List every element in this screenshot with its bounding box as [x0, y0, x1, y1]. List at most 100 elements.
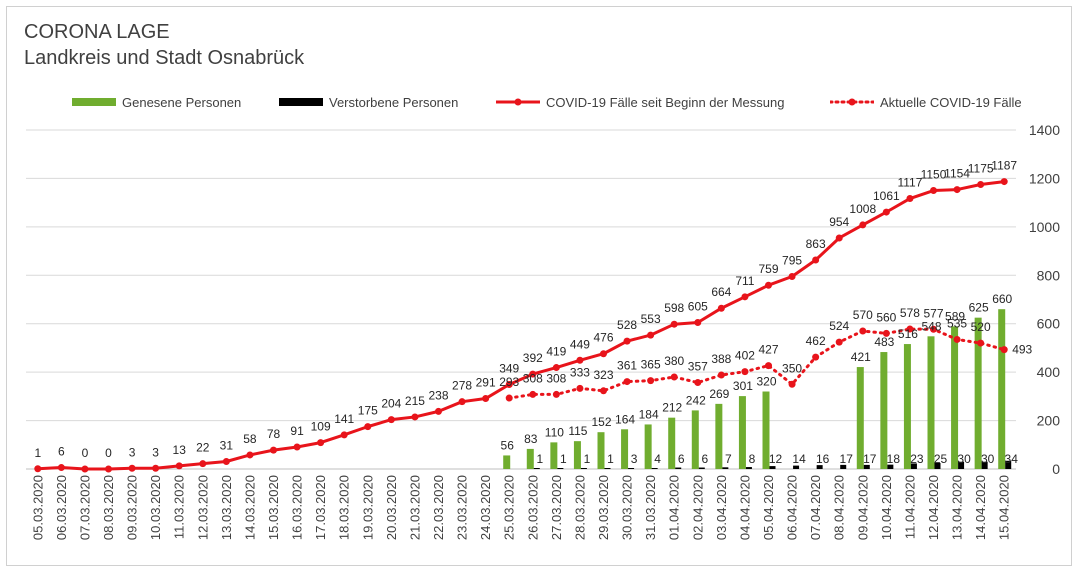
point-current: [953, 335, 961, 343]
legend-label-current: Aktuelle COVID-19 Fälle: [880, 94, 1022, 110]
data-label-cumulative: 1061: [873, 189, 900, 203]
data-label-deceased: 17: [840, 452, 854, 466]
data-label-cumulative: 58: [243, 432, 257, 446]
data-label-cumulative: 22: [196, 441, 210, 455]
point-current: [600, 387, 607, 395]
point-current: [906, 325, 914, 333]
data-label-current: 560: [876, 310, 896, 324]
data-label-recovered: 589: [945, 309, 965, 323]
data-label-deceased: 23: [910, 452, 924, 466]
bar-deceased: [604, 468, 611, 469]
data-label-recovered: 184: [639, 407, 659, 421]
data-label-recovered: 152: [591, 415, 611, 429]
series-line-cumulative: [37, 180, 1005, 471]
data-label-cumulative: 6: [58, 445, 65, 459]
data-label-deceased: 6: [678, 452, 685, 466]
x-tick-label: 01.04.2020: [667, 475, 682, 540]
x-tick-label: 11.04.2020: [902, 475, 917, 539]
bar-recovered: [573, 441, 581, 469]
bar-recovered: [974, 317, 982, 469]
x-tick-label: 05.03.2020: [30, 475, 45, 540]
point-current: [529, 390, 537, 398]
point-cumulative: [600, 350, 607, 358]
x-tick-label: 13.04.2020: [950, 475, 965, 540]
data-label-current: 493: [1012, 343, 1032, 357]
bar-recovered: [927, 336, 935, 469]
data-label-deceased: 30: [981, 452, 995, 466]
data-label-cumulative: 3: [152, 445, 159, 459]
data-label-cumulative: 109: [311, 420, 331, 434]
data-label-cumulative: 1: [34, 446, 41, 460]
x-tick-label: 07.03.2020: [77, 475, 92, 540]
y-tick-label: 600: [1037, 316, 1061, 332]
data-label-deceased: 25: [934, 452, 948, 466]
bar-recovered: [880, 352, 888, 469]
x-tick-label: 10.04.2020: [879, 475, 894, 540]
y-tick-label: 800: [1037, 267, 1061, 283]
data-label-recovered: 548: [921, 319, 941, 333]
data-label-recovered: 516: [898, 327, 918, 341]
x-tick-label: 21.03.2020: [407, 475, 422, 540]
x-tick-label: 14.03.2020: [242, 475, 257, 540]
bar-recovered: [550, 442, 558, 469]
point-current: [670, 373, 678, 381]
data-label-cumulative: 419: [546, 345, 566, 359]
bar-deceased: [745, 467, 752, 469]
data-label-cumulative: 13: [173, 443, 187, 457]
data-label-cumulative: 863: [806, 237, 826, 251]
point-cumulative: [128, 464, 136, 472]
data-label-cumulative: 954: [829, 215, 849, 229]
point-cumulative: [835, 234, 843, 242]
x-tick-label: 06.03.2020: [54, 475, 69, 540]
data-label-deceased: 1: [536, 452, 543, 466]
point-cumulative: [623, 337, 631, 345]
point-cumulative: [717, 304, 725, 312]
x-tick-label: 17.03.2020: [313, 475, 328, 540]
point-cumulative: [34, 465, 42, 473]
point-cumulative: [482, 395, 490, 403]
x-tick-label: 26.03.2020: [525, 475, 540, 540]
bar-deceased: [934, 462, 941, 469]
x-tick-label: 29.03.2020: [596, 475, 611, 540]
bar-recovered: [762, 391, 770, 469]
data-label-recovered: 660: [992, 292, 1012, 306]
point-cumulative: [340, 431, 348, 439]
data-label-current: 577: [923, 306, 943, 320]
x-tick-label: 10.03.2020: [148, 475, 163, 540]
data-label-deceased: 7: [725, 452, 732, 466]
data-label-cumulative: 1154: [944, 167, 970, 181]
bar-deceased: [533, 468, 540, 469]
data-label-cumulative: 476: [593, 331, 613, 345]
data-label-cumulative: 664: [711, 285, 731, 299]
data-label-current: 308: [546, 371, 566, 385]
data-label-deceased: 1: [560, 452, 567, 466]
x-tick-label: 30.03.2020: [620, 475, 635, 540]
point-cumulative: [788, 272, 796, 280]
data-label-cumulative: 238: [428, 388, 448, 402]
point-cumulative: [246, 451, 254, 459]
data-label-current: 350: [782, 361, 802, 375]
x-tick-label: 08.03.2020: [101, 475, 116, 540]
bar-deceased: [722, 467, 729, 469]
data-label-cumulative: 3: [129, 445, 136, 459]
data-label-deceased: 17: [863, 452, 877, 466]
point-current: [1000, 346, 1008, 354]
bar-recovered: [951, 326, 959, 469]
point-cumulative: [81, 465, 89, 473]
point-current: [788, 380, 796, 388]
data-label-recovered: 483: [874, 335, 894, 349]
point-current: [835, 338, 843, 346]
x-tick-label: 08.04.2020: [832, 475, 847, 540]
point-cumulative: [317, 439, 325, 447]
point-cumulative: [953, 186, 961, 194]
legend-swatch-recovered: [72, 98, 116, 106]
x-tick-label: 04.04.2020: [737, 475, 752, 540]
point-cumulative: [505, 380, 513, 388]
bar-deceased: [887, 464, 894, 469]
point-current: [647, 377, 655, 385]
bar-deceased: [1005, 460, 1012, 469]
point-cumulative: [105, 465, 112, 473]
x-tick-label: 31.03.2020: [643, 475, 658, 540]
bar-deceased: [958, 461, 965, 469]
